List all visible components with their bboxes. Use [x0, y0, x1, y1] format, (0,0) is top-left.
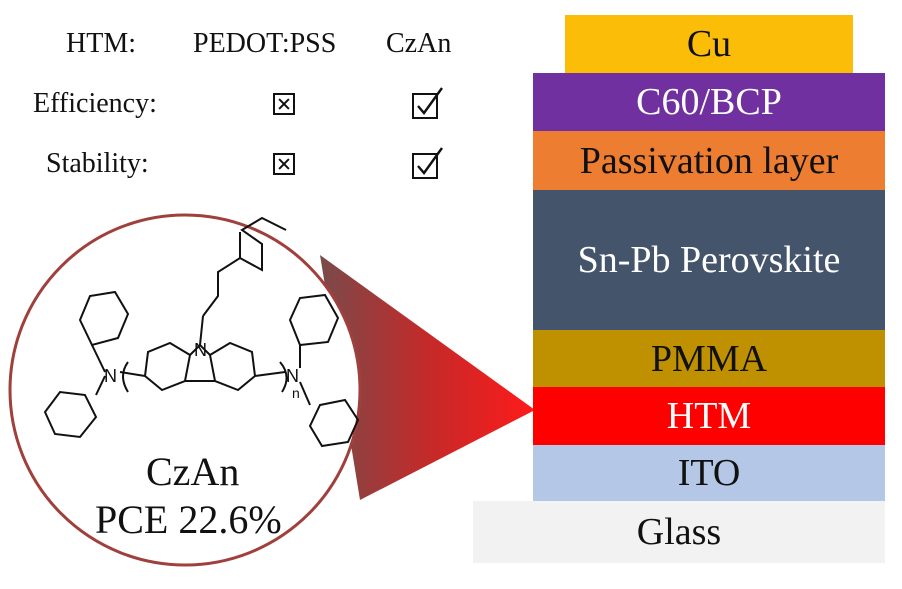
layer-perovskite: Sn-Pb Perovskite [533, 190, 885, 330]
atom-n-left: N [104, 366, 117, 386]
header-czan: CzAn [386, 28, 452, 59]
repeat-n: n [292, 385, 300, 401]
header-htm: HTM: [66, 28, 136, 59]
layer-passivation: Passivation layer [533, 131, 885, 190]
atom-n-center: N [194, 340, 207, 360]
check-box-icon [412, 147, 443, 179]
czan-structure [43, 216, 360, 448]
bracket-left [122, 361, 129, 393]
row-label-stability: Stability: [46, 148, 149, 179]
phenyl-right-bottom [308, 398, 360, 448]
alkyl-chain [202, 216, 287, 317]
layer-glass: Glass [473, 501, 885, 563]
phenyl-left-bottom [43, 390, 98, 439]
cross-box-icon [273, 93, 295, 115]
bracket-right [279, 361, 288, 393]
phenyl-left-top [78, 290, 130, 347]
layer-htm: HTM [533, 387, 885, 445]
check-box-icon [412, 87, 443, 119]
zoom-cone [320, 255, 535, 500]
molecule-circle [8, 213, 362, 567]
layer-c60-bcp: C60/BCP [533, 73, 885, 131]
molecule-pce: PCE 22.6% [95, 497, 282, 542]
cross-box-icon [273, 153, 295, 175]
layer-cu: Cu [565, 15, 853, 73]
row-label-efficiency: Efficiency: [33, 88, 157, 119]
layer-ito: ITO [533, 445, 885, 501]
phenyl-right-top [288, 293, 340, 347]
header-pedot: PEDOT:PSS [193, 28, 337, 59]
atom-n-right: N [286, 366, 299, 386]
molecule-name: CzAn [146, 449, 240, 494]
layer-pmma: PMMA [533, 330, 885, 387]
